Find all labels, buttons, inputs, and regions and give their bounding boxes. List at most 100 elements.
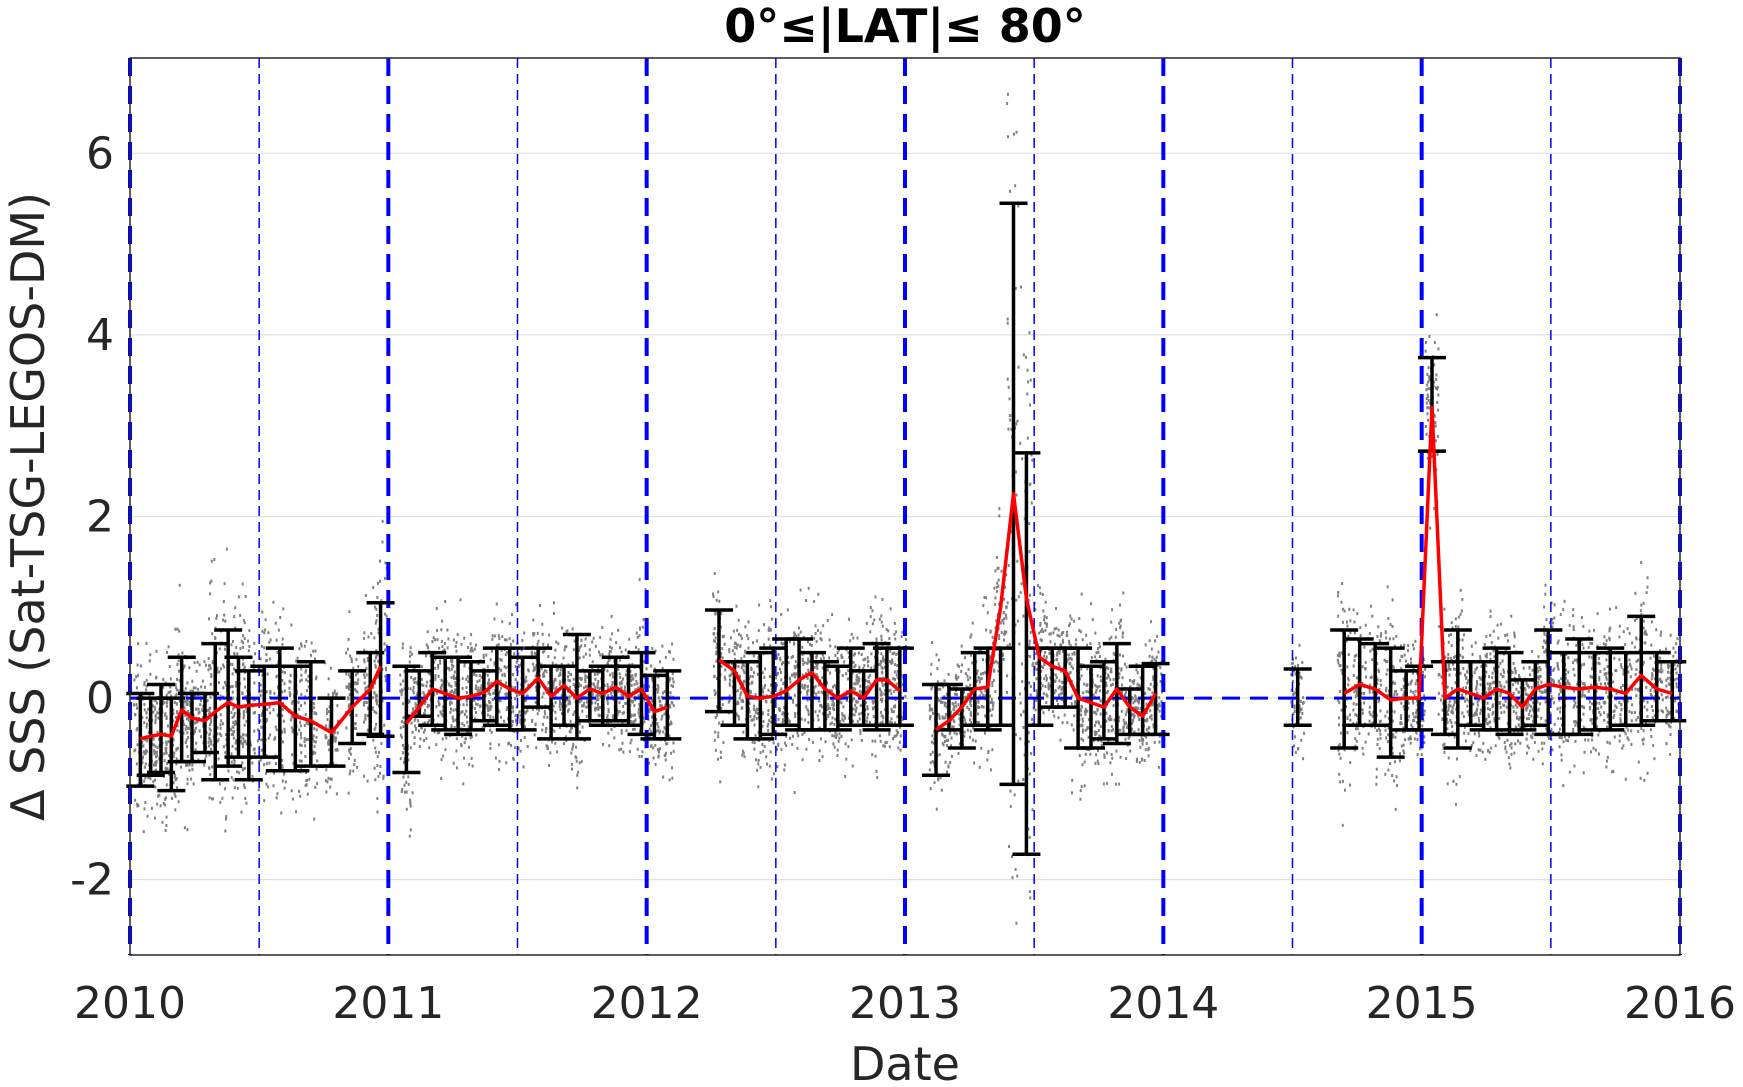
scatter-point [1071, 652, 1074, 656]
scatter-point [629, 669, 632, 673]
scatter-point [1145, 710, 1148, 714]
scatter-point [383, 576, 386, 580]
scatter-point [350, 659, 353, 663]
scatter-point [283, 727, 286, 731]
scatter-point [381, 540, 384, 544]
scatter-point [488, 690, 491, 694]
scatter-point [620, 731, 623, 735]
scatter-point [329, 666, 332, 670]
scatter-point [777, 652, 780, 656]
scatter-point [958, 713, 961, 717]
scatter-point [155, 675, 158, 679]
scatter-point [1058, 665, 1061, 669]
scatter-point [937, 776, 940, 780]
scatter-point [333, 689, 336, 693]
scatter-point [195, 720, 198, 724]
scatter-point [931, 750, 934, 754]
scatter-point [1002, 611, 1005, 615]
scatter-point [657, 725, 660, 729]
scatter-point [578, 716, 581, 720]
scatter-point [268, 657, 271, 661]
scatter-point [208, 723, 211, 727]
scatter-point [259, 657, 262, 661]
scatter-point [326, 711, 329, 715]
scatter-point [899, 748, 902, 752]
scatter-point [1013, 132, 1016, 136]
scatter-point [783, 763, 786, 767]
scatter-point [1089, 752, 1092, 756]
scatter-point [230, 643, 233, 647]
scatter-point [858, 677, 861, 681]
scatter-point [647, 684, 650, 688]
scatter-point [1119, 626, 1122, 630]
scatter-point [462, 703, 465, 707]
scatter-point [608, 652, 611, 656]
scatter-point [276, 685, 279, 689]
scatter-point [399, 757, 402, 761]
scatter-point [498, 637, 501, 641]
scatter-point [890, 707, 893, 711]
scatter-point [233, 786, 236, 790]
scatter-point [1022, 777, 1025, 781]
scatter-point [621, 741, 624, 745]
scatter-point [624, 696, 627, 700]
scatter-point [312, 702, 315, 706]
scatter-point [794, 714, 797, 718]
scatter-point [356, 690, 359, 694]
scatter-point [1119, 728, 1122, 732]
scatter-point [1128, 734, 1131, 738]
scatter-point [1013, 793, 1016, 797]
scatter-point [145, 711, 148, 715]
scatter-point [624, 648, 627, 652]
scatter-point [325, 790, 328, 794]
scatter-point [631, 662, 634, 666]
scatter-point [231, 696, 234, 700]
scatter-point [456, 633, 459, 637]
scatter-point [245, 733, 248, 737]
scatter-point [552, 686, 555, 690]
scatter-point [460, 744, 463, 748]
scatter-point [267, 631, 270, 635]
scatter-point [1096, 647, 1099, 651]
scatter-point [1040, 648, 1043, 652]
scatter-point [1095, 712, 1098, 716]
scatter-point [606, 669, 609, 673]
scatter-point [1080, 713, 1083, 717]
scatter-point [166, 724, 169, 728]
scatter-point [192, 782, 195, 786]
scatter-point [996, 581, 999, 585]
scatter-point [1055, 676, 1058, 680]
scatter-point [379, 579, 382, 583]
scatter-point [489, 742, 492, 746]
scatter-point [729, 678, 732, 682]
scatter-point [191, 763, 194, 767]
scatter-point [240, 735, 243, 739]
scatter-point [657, 729, 660, 733]
scatter-point [630, 713, 633, 717]
scatter-point [165, 704, 168, 708]
scatter-point [588, 653, 591, 657]
scatter-point [185, 763, 188, 767]
scatter-point [855, 678, 858, 682]
scatter-point [997, 669, 1000, 673]
scatter-point [637, 648, 640, 652]
scatter-point [154, 761, 157, 765]
scatter-point [527, 683, 530, 687]
scatter-point [795, 672, 798, 676]
scatter-point [1009, 789, 1012, 793]
scatter-point [523, 631, 526, 635]
scatter-point [347, 757, 350, 761]
scatter-point [977, 700, 980, 704]
scatter-point [281, 730, 284, 734]
scatter-point [717, 731, 720, 735]
scatter-point [542, 671, 545, 675]
scatter-point [1047, 683, 1050, 687]
scatter-point [169, 685, 172, 689]
scatter-point [632, 696, 635, 700]
scatter-point [606, 662, 609, 666]
scatter-point [413, 742, 416, 746]
scatter-point [433, 660, 436, 664]
scatter-point [419, 737, 422, 741]
scatter-point [1097, 650, 1100, 654]
scatter-point [770, 715, 773, 719]
